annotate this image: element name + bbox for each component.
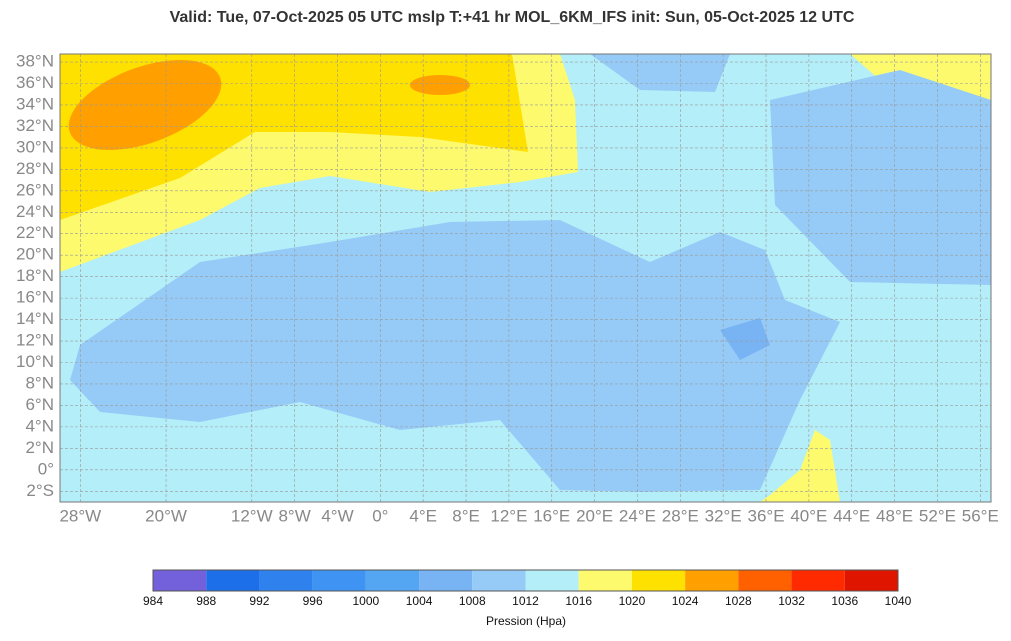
lat-label: 6°N: [25, 395, 54, 414]
lat-label: 34°N: [16, 94, 54, 113]
colorbar-tick-label: 1020: [619, 594, 646, 608]
title: Valid: Tue, 07-Oct-2025 05 UTC mslp T:+4…: [170, 9, 855, 26]
lon-label: 28°E: [662, 506, 699, 525]
lat-label: 30°N: [16, 137, 54, 156]
lon-label: 56°E: [962, 506, 999, 525]
lon-label: 20°E: [576, 506, 613, 525]
field-1008: [590, 54, 730, 92]
colorbar-swatch: [206, 570, 260, 591]
field-1004: [720, 318, 770, 360]
lon-label: 36°E: [747, 506, 784, 525]
lat-label: 38°N: [16, 52, 54, 71]
lon-label: 4°W: [321, 506, 353, 525]
lat-label: 32°N: [16, 116, 54, 135]
lat-label: 2°S: [26, 481, 54, 500]
lat-label: 26°N: [16, 180, 54, 199]
lat-label: 14°N: [16, 309, 54, 328]
lon-label: 40°E: [790, 506, 827, 525]
map-frame: [59, 53, 992, 503]
colorbar-tick-label: 1040: [885, 594, 912, 608]
colorbar-tick-label: 996: [303, 594, 323, 608]
colorbar-swatch: [419, 570, 473, 591]
field-1016: [760, 430, 840, 502]
colorbar-swatch: [472, 570, 526, 591]
lat-label: 4°N: [25, 416, 54, 435]
lat-label: 18°N: [16, 266, 54, 285]
colorbar-swatch: [365, 570, 420, 591]
lat-label: 0°: [38, 459, 54, 478]
lat-label: 12°N: [16, 331, 54, 350]
colorbar-tick-label: 1004: [406, 594, 433, 608]
colorbar-swatch: [738, 570, 792, 591]
colorbar-tick-label: 1008: [459, 594, 486, 608]
lon-label: 48°E: [876, 506, 913, 525]
colorbar-swatch: [153, 570, 207, 591]
lat-label: 22°N: [16, 223, 54, 242]
field-1008: [770, 70, 991, 285]
colorbar-tick-label: 1036: [831, 594, 858, 608]
colorbar-tick-label: 988: [196, 594, 216, 608]
colorbar-tick-label: 1000: [353, 594, 380, 608]
colorbar-swatch: [631, 570, 686, 591]
colorbar-tick-label: 1024: [672, 594, 699, 608]
lon-label: 16°E: [533, 506, 570, 525]
colorbar-tick-label: 1032: [778, 594, 805, 608]
lon-label: 8°W: [278, 506, 310, 525]
colorbar-swatch: [312, 570, 366, 591]
lat-label: 2°N: [25, 438, 54, 457]
lon-label: 28°W: [59, 506, 101, 525]
colorbar-frame: [152, 569, 899, 592]
lon-label: 4°E: [409, 506, 437, 525]
lon-label: 12°E: [490, 506, 527, 525]
lat-label: 16°N: [16, 288, 54, 307]
lat-label: 10°N: [16, 352, 54, 371]
lon-label: 44°E: [833, 506, 870, 525]
colorbar-swatch: [685, 570, 739, 591]
colorbar-label: Pression (Hpa): [486, 614, 566, 628]
lat-label: 20°N: [16, 245, 54, 264]
lat-label: 36°N: [16, 73, 54, 92]
colorbar-tick-label: 984: [143, 594, 163, 608]
lat-label: 28°N: [16, 159, 54, 178]
colorbar: 984 988 992 996 1000 1004 1008 1012 1016 1020 1024…: [143, 569, 912, 608]
colorbar-swatch: [525, 570, 579, 591]
colorbar-swatch: [791, 570, 845, 591]
lon-label: 24°E: [619, 506, 656, 525]
colorbar-tick-label: 1028: [725, 594, 752, 608]
map-field: [60, 54, 991, 502]
colorbar-tick-label: 1012: [512, 594, 539, 608]
field-1024: [410, 75, 470, 95]
colorbar-tick-label: 992: [249, 594, 269, 608]
colorbar-tick-label: 1016: [565, 594, 592, 608]
grid: [60, 54, 991, 502]
lon-label: 32°E: [705, 506, 742, 525]
field-1008: [70, 220, 840, 492]
lon-label: 12°W: [231, 506, 273, 525]
lon-label: 20°W: [145, 506, 187, 525]
colorbar-swatch: [578, 570, 632, 591]
colorbar-swatch: [259, 570, 313, 591]
colorbar-swatch: [844, 570, 898, 591]
lon-label: 8°E: [452, 506, 480, 525]
lon-label: 52°E: [919, 506, 956, 525]
lat-label: 8°N: [25, 373, 54, 392]
lon-label: 0°: [372, 506, 388, 525]
lat-label: 24°N: [16, 202, 54, 221]
